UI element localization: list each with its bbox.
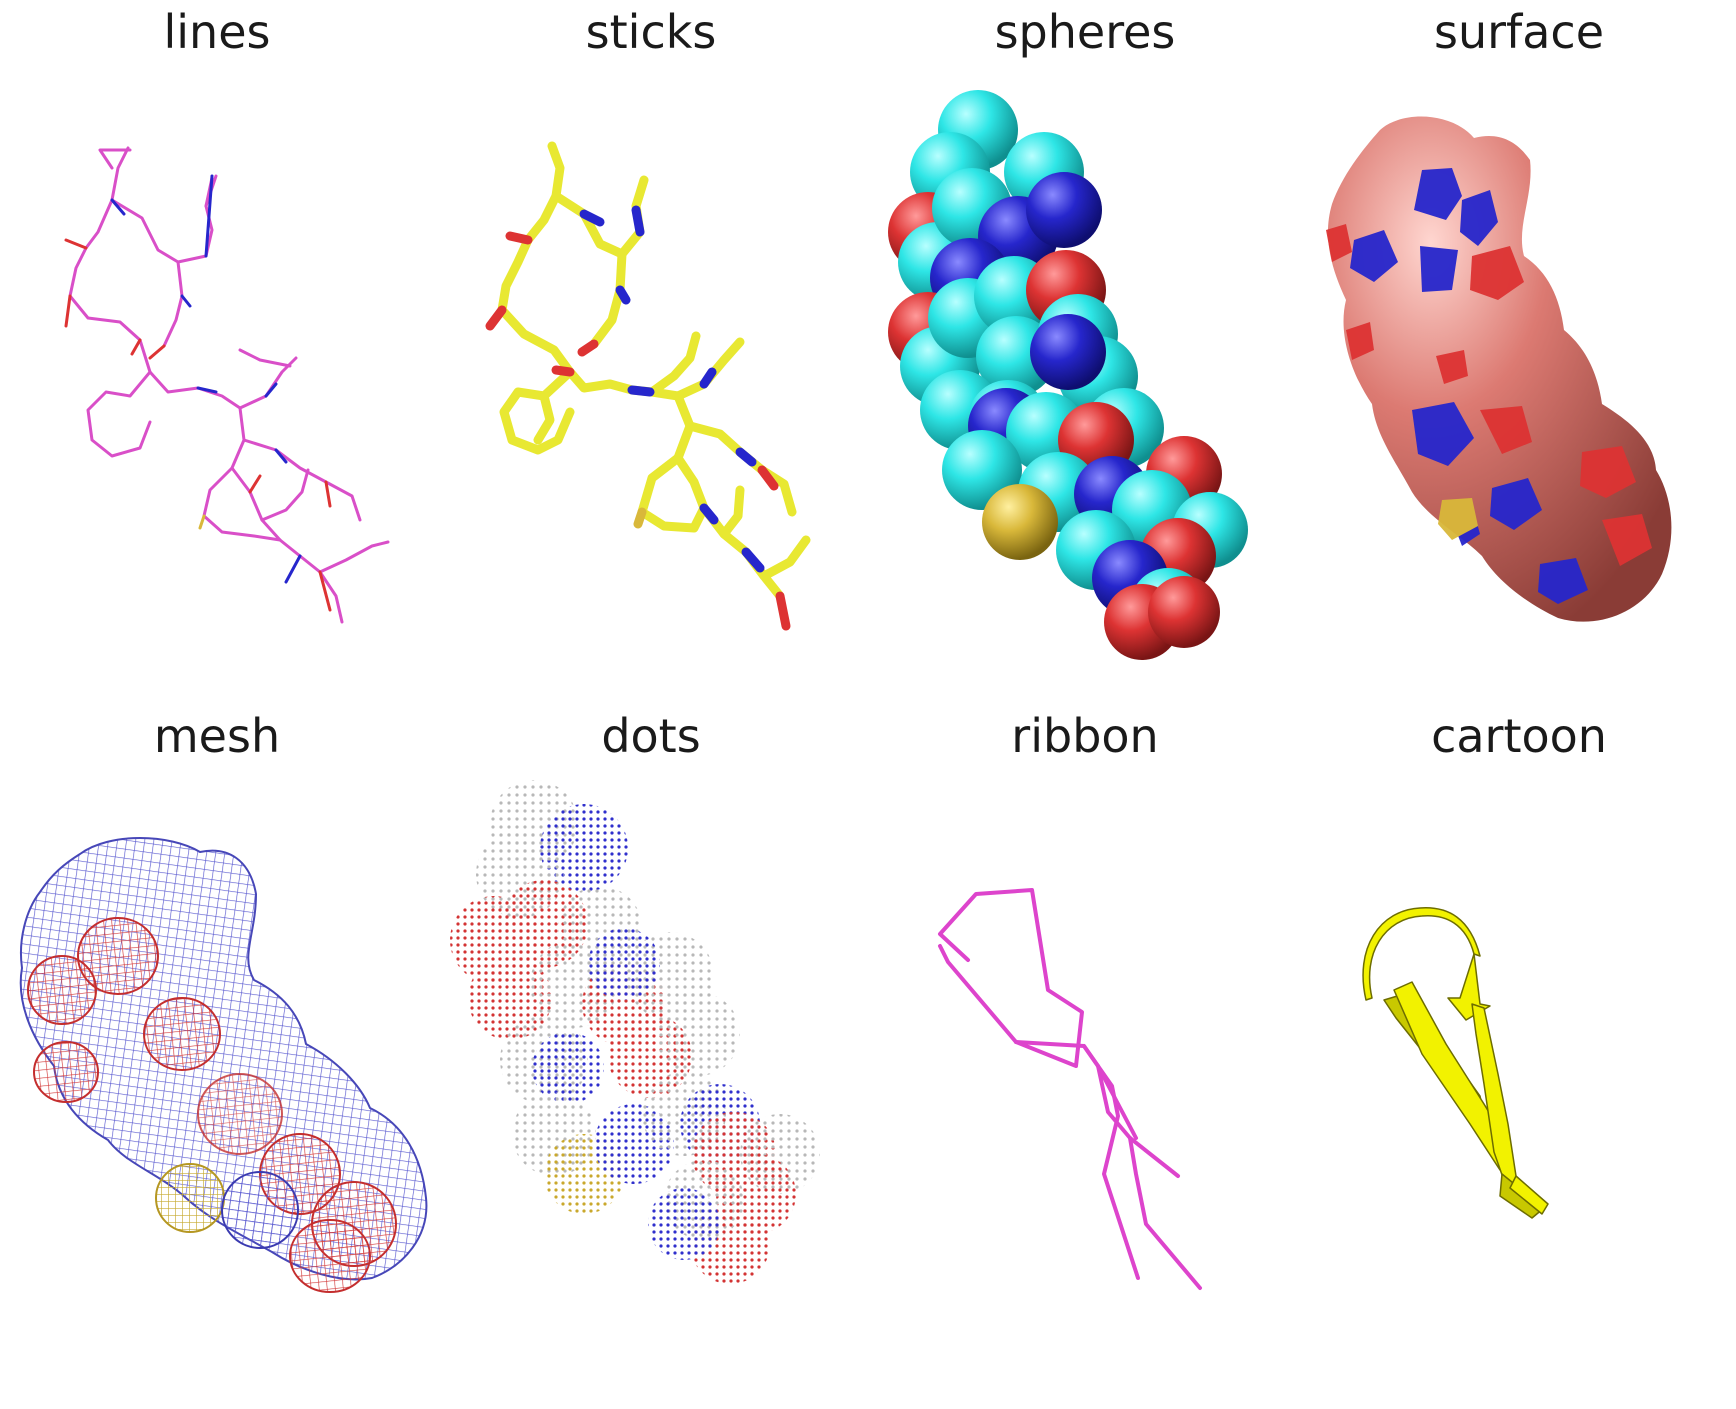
panel-title-spheres: spheres (994, 5, 1176, 59)
panel-title-dots: dots (601, 709, 701, 763)
molecule-dots-icon (434, 704, 868, 1408)
molecule-ribbon-icon (868, 704, 1302, 1408)
panel-title-surface: surface (1433, 5, 1604, 59)
molecule-spheres-icon (868, 0, 1302, 704)
molecule-surface-icon (1302, 0, 1736, 704)
panel-cartoon: cartoon (1302, 704, 1736, 1408)
panel-title-sticks: sticks (585, 5, 717, 59)
panel-surface: surface (1302, 0, 1736, 704)
molecule-mesh-icon (0, 704, 434, 1408)
panel-title-cartoon: cartoon (1431, 709, 1607, 763)
panel-dots: dots (434, 704, 868, 1408)
panel-lines: lines (0, 0, 434, 704)
panel-spheres: spheres (868, 0, 1302, 704)
molecule-cartoon-icon (1302, 704, 1736, 1408)
panel-title-lines: lines (163, 5, 271, 59)
panel-ribbon: ribbon (868, 704, 1302, 1408)
molecule-lines-icon (0, 0, 434, 704)
panel-mesh: mesh (0, 704, 434, 1408)
panel-title-mesh: mesh (153, 709, 281, 763)
panel-title-ribbon: ribbon (1011, 709, 1159, 763)
molecule-sticks-icon (434, 0, 868, 704)
panel-sticks: sticks (434, 0, 868, 704)
